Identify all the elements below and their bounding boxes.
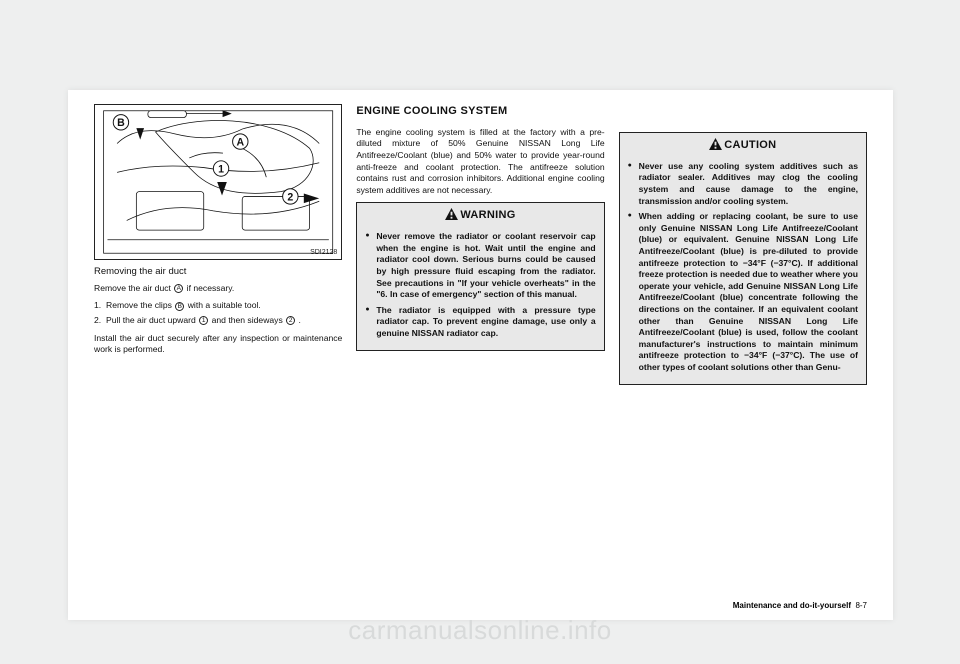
intro-post: if necessary. <box>184 283 234 293</box>
cooling-intro: The engine cooling system is filled at t… <box>356 127 604 197</box>
warning-box: WARNING Never remove the radiator or coo… <box>356 202 604 350</box>
figure-id: SDI2128 <box>310 248 337 257</box>
caution-header: CAUTION <box>620 133 866 157</box>
col3-spacer <box>619 104 867 126</box>
mark-2: 2 <box>286 316 295 325</box>
warning-icon <box>445 208 458 220</box>
page-footer: Maintenance and do-it-yourself 8-7 <box>733 601 867 610</box>
step-2-pre: Pull the air duct upward <box>106 315 198 325</box>
air-duct-figure: B A 1 2 <box>94 104 342 260</box>
step-1: 1. Remove the clips B with a suitable to… <box>94 300 342 312</box>
column-2: ENGINE COOLING SYSTEM The engine cooling… <box>356 104 604 610</box>
svg-text:2: 2 <box>287 191 293 203</box>
air-duct-intro: Remove the air duct A if necessary. <box>94 283 342 295</box>
footer-page: 8-7 <box>855 601 867 610</box>
air-duct-subhead: Removing the air duct <box>94 266 342 279</box>
step-2-post: . <box>296 315 301 325</box>
svg-text:A: A <box>236 136 244 148</box>
manual-page: B A 1 2 <box>68 90 893 620</box>
column-3: CAUTION Never use any cooling system add… <box>619 104 867 610</box>
caution-body: Never use any cooling system additives s… <box>620 161 866 384</box>
step-2-mid: and then sideways <box>209 315 285 325</box>
column-layout: B A 1 2 <box>68 90 893 620</box>
mark-b: B <box>175 302 184 311</box>
caution-bullet-2: When adding or replacing coolant, be sur… <box>628 211 858 373</box>
mark-a: A <box>174 284 183 293</box>
air-duct-tail: Install the air duct securely after any … <box>94 333 342 356</box>
warning-label: WARNING <box>460 209 515 221</box>
air-duct-illustration: B A 1 2 <box>95 105 341 259</box>
step-1-pre: Remove the clips <box>106 300 174 310</box>
warning-body: Never remove the radiator or coolant res… <box>357 231 603 349</box>
footer-label: Maintenance and do-it-yourself <box>733 601 851 610</box>
mark-1: 1 <box>199 316 208 325</box>
caution-icon <box>709 138 722 150</box>
svg-text:B: B <box>117 117 125 129</box>
step-1-num: 1. <box>94 300 101 312</box>
step-1-post: with a suitable tool. <box>185 300 260 310</box>
step-2: 2. Pull the air duct upward 1 and then s… <box>94 315 342 327</box>
section-title: ENGINE COOLING SYSTEM <box>356 104 604 119</box>
warning-header: WARNING <box>357 203 603 227</box>
step-2-num: 2. <box>94 315 101 327</box>
warning-bullet-2: The radiator is equipped with a pressure… <box>365 305 595 340</box>
column-1: B A 1 2 <box>94 104 342 610</box>
caution-box: CAUTION Never use any cooling system add… <box>619 132 867 385</box>
caution-label: CAUTION <box>724 139 776 151</box>
intro-pre: Remove the air duct <box>94 283 173 293</box>
svg-text:1: 1 <box>218 163 224 175</box>
warning-bullet-1: Never remove the radiator or coolant res… <box>365 231 595 301</box>
caution-bullet-1: Never use any cooling system additives s… <box>628 161 858 207</box>
